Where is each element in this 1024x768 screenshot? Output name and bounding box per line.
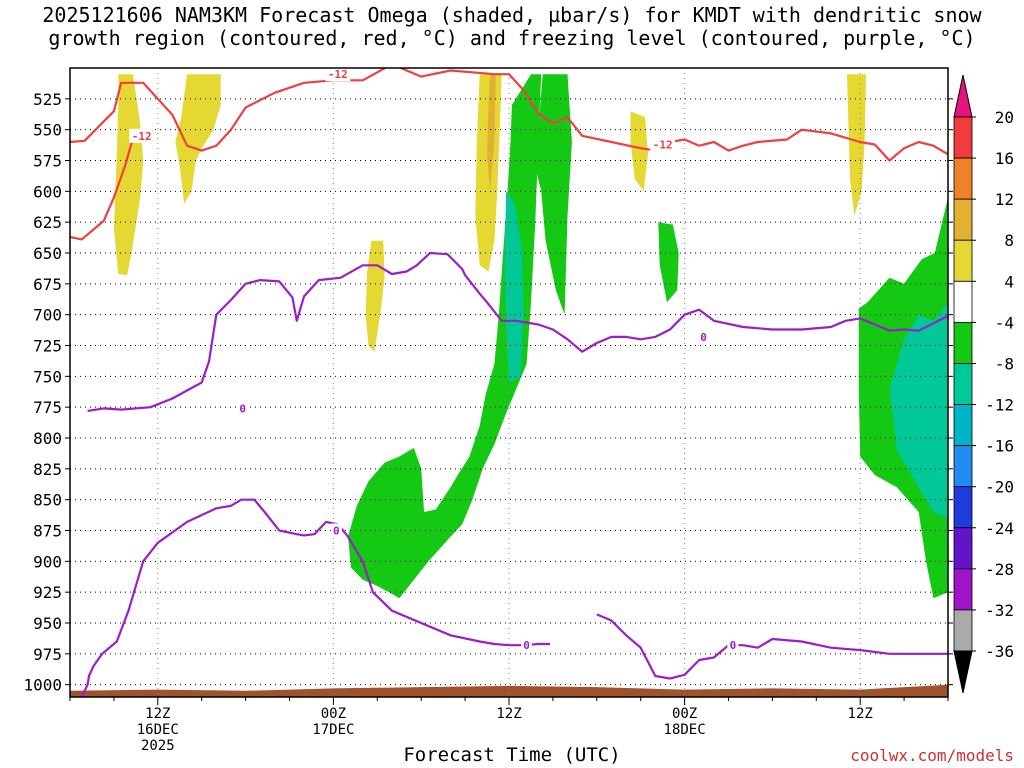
omega-region-0 xyxy=(113,74,144,276)
contour-0 xyxy=(70,68,948,162)
contour-label-3: 0 xyxy=(239,402,246,415)
ytick-label-975: 975 xyxy=(33,645,62,664)
colorbar-label-6: -8 xyxy=(995,354,1014,373)
colorbar-label-0: 20 xyxy=(995,108,1014,127)
colorbar-bin-10 xyxy=(953,527,973,570)
ytick-label-775: 775 xyxy=(33,398,62,417)
xtick-label-12-1: 16DEC xyxy=(137,722,179,738)
ytick-label-650: 650 xyxy=(33,244,62,263)
ytick-label-675: 675 xyxy=(33,275,62,294)
ytick-label-900: 900 xyxy=(33,552,62,571)
x-axis-label: Forecast Time (UTC) xyxy=(403,744,621,766)
contour-label-bg-2 xyxy=(650,137,676,152)
contour-label-bg-6 xyxy=(698,329,710,344)
ytick-label-550: 550 xyxy=(33,121,62,140)
ytick-label-700: 700 xyxy=(33,306,62,325)
colorbar-label-9: -20 xyxy=(985,478,1014,497)
omega-region-8 xyxy=(658,222,679,303)
xtick-label-24-1: 17DEC xyxy=(312,722,354,738)
contour-2 xyxy=(80,498,550,697)
contour-label-bg-4 xyxy=(330,523,342,538)
colorbar-label-13: -36 xyxy=(985,642,1014,661)
xtick-label-12-0: 12Z xyxy=(145,706,170,722)
colorbar-label-3: 8 xyxy=(1004,231,1014,250)
ytick-label-625: 625 xyxy=(33,213,62,232)
colorbar-label-12: -32 xyxy=(985,601,1014,620)
colorbar-label-5: -4 xyxy=(995,313,1014,332)
ytick-label-950: 950 xyxy=(33,614,62,633)
contour-label-4: 0 xyxy=(333,525,340,538)
contour-label-6: 0 xyxy=(700,331,707,344)
colorbar-label-8: -16 xyxy=(985,437,1014,456)
ytick-label-1000: 1000 xyxy=(23,676,62,695)
ytick-label-575: 575 xyxy=(33,152,62,171)
ytick-label-825: 825 xyxy=(33,460,62,479)
ytick-label-925: 925 xyxy=(33,583,62,602)
ytick-label-850: 850 xyxy=(33,491,62,510)
colorbar-label-10: -24 xyxy=(985,519,1014,538)
contour-3 xyxy=(87,251,948,412)
contour-1 xyxy=(70,138,134,241)
colorbar-bin-7 xyxy=(953,404,973,447)
colorbar: 20 16 12 8 4 -4 -8 -12 -16 -20 -24 -28 -32 -36 xyxy=(953,74,1014,694)
colorbar-label-11: -28 xyxy=(985,560,1014,579)
colorbar-bin-3 xyxy=(953,239,973,282)
omega-region-5 xyxy=(348,74,542,599)
contour-label-bg-3 xyxy=(237,401,249,416)
colorbar-under-arrow xyxy=(953,650,973,694)
colorbar-label-4: 4 xyxy=(1004,272,1014,291)
colorbar-bin-9 xyxy=(953,486,973,529)
xtick-label-60-0: 12Z xyxy=(848,706,873,722)
ytick-label-525: 525 xyxy=(33,90,62,109)
colorbar-over-arrow xyxy=(953,74,973,118)
colorbar-bin-4 xyxy=(953,280,973,323)
axes: 525 550 575 600 625 650 675 700 725 750 775 800 825 8… xyxy=(23,67,953,754)
contour-label-bg-7 xyxy=(727,638,739,653)
chart-title: 2025121606 NAM3KM Forecast Omega (shaded… xyxy=(42,3,982,50)
xtick-label-12-2: 2025 xyxy=(141,738,175,754)
ytick-label-800: 800 xyxy=(33,429,62,448)
ytick-label-750: 750 xyxy=(33,367,62,386)
plot-area: -12 -12 -12 0 0 0 0 0 xyxy=(70,68,948,697)
ytick-label-875: 875 xyxy=(33,522,62,541)
omega-region-4 xyxy=(487,74,496,192)
colorbar-bin-11 xyxy=(953,568,973,611)
omega-region-2 xyxy=(365,240,385,352)
omega-region-12 xyxy=(847,74,867,216)
colorbar-bin-6 xyxy=(953,363,973,405)
colorbar-bin-12 xyxy=(953,609,973,652)
contour-label-2: -12 xyxy=(653,138,673,151)
surface-ground xyxy=(70,684,948,697)
ytick-label-725: 725 xyxy=(33,337,62,356)
colorbar-bin-1 xyxy=(953,157,973,200)
contour-label-0: -12 xyxy=(132,130,152,143)
colorbar-label-7: -12 xyxy=(985,396,1014,415)
colorbar-bin-5 xyxy=(953,321,973,364)
plot-inner: -12 -12 -12 0 0 0 0 0 xyxy=(70,68,948,697)
contour-label-7: 0 xyxy=(730,639,737,652)
contour-label-1: -12 xyxy=(328,68,348,81)
omega-region-9 xyxy=(630,111,648,192)
credit-text: coolwx.com/models xyxy=(850,746,1014,765)
omega-region-6 xyxy=(535,74,572,315)
colorbar-label-1: 16 xyxy=(995,149,1014,168)
xtick-label-48-0: 00Z xyxy=(672,706,697,722)
xtick-label-24-0: 00Z xyxy=(321,706,346,722)
contour-label-bg-5 xyxy=(521,638,533,653)
omega-region-7 xyxy=(504,191,524,383)
contour-label-bg-0 xyxy=(129,128,155,143)
colorbar-bin-2 xyxy=(953,198,973,241)
contour-label-5: 0 xyxy=(523,639,530,652)
xtick-label-48-1: 18DEC xyxy=(664,722,706,738)
omega-region-11 xyxy=(889,302,948,519)
omega-region-1 xyxy=(175,74,221,204)
colorbar-bin-8 xyxy=(953,445,973,488)
ytick-label-600: 600 xyxy=(33,182,62,201)
contour-label-bg-1 xyxy=(325,68,351,82)
xtick-label-36-0: 12Z xyxy=(496,706,521,722)
colorbar-bin-0 xyxy=(953,116,973,159)
colorbar-label-2: 12 xyxy=(995,190,1014,209)
